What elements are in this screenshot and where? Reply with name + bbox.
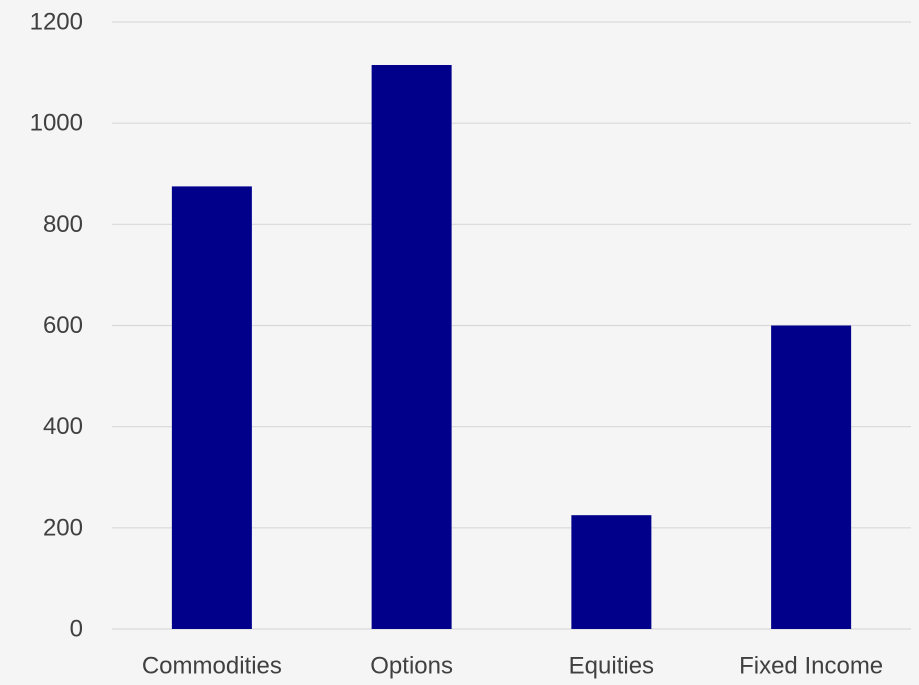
y-tick-label: 400 xyxy=(43,413,83,440)
bar-commodities xyxy=(171,186,252,630)
y-tick-label: 200 xyxy=(43,514,83,541)
y-tick-label: 600 xyxy=(43,312,83,339)
x-tick-label: Fixed Income xyxy=(739,653,883,680)
bar-options xyxy=(371,64,452,629)
x-tick-label: Commodities xyxy=(142,653,282,680)
y-tick-label: 0 xyxy=(70,616,83,643)
bar-fixed-income xyxy=(771,325,852,629)
x-tick-label: Options xyxy=(370,653,453,680)
x-axis-tick-labels: Commodities Options Equities Fixed Income xyxy=(142,653,883,680)
y-axis-tick-labels: 0 200 400 600 800 1000 1200 xyxy=(30,9,83,643)
y-tick-label: 1200 xyxy=(30,9,83,36)
bar-equities xyxy=(571,515,652,629)
x-tick-label: Equities xyxy=(569,653,654,680)
y-tick-label: 1000 xyxy=(30,110,83,137)
bars xyxy=(171,64,852,630)
y-tick-label: 800 xyxy=(43,211,83,238)
